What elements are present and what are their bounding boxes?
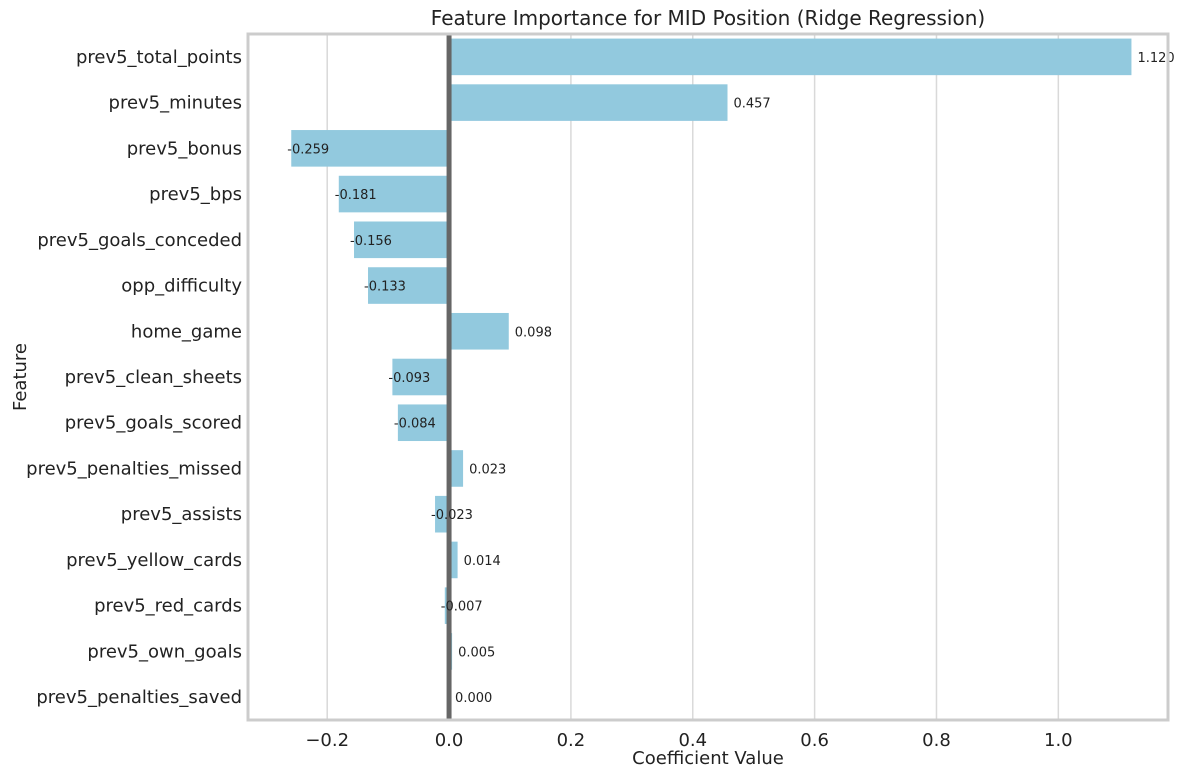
data-label: 0.098: [515, 325, 552, 340]
bar: [291, 130, 450, 167]
bar: [354, 221, 450, 259]
y-tick-label: prev5_goals_conceded: [37, 230, 242, 251]
data-label: 0.000: [455, 691, 492, 706]
x-axis-title: Coefficient Value: [632, 748, 784, 769]
y-tick-layer: prev5_total_points prev5_minutes prev5_bon…: [26, 47, 242, 708]
bar: [449, 312, 509, 350]
data-label: -0.007: [441, 600, 483, 615]
y-tick-label: prev5_bonus: [127, 138, 242, 159]
x-tick-label: 1.0: [1044, 730, 1073, 751]
data-label: -0.084: [394, 417, 436, 432]
bar: [449, 84, 728, 121]
bar: [397, 404, 450, 442]
y-tick-label: prev5_penalties_missed: [26, 458, 242, 479]
y-tick-label: prev5_minutes: [109, 93, 242, 114]
y-tick-label: prev5_clean_sheets: [65, 367, 242, 388]
bar: [392, 358, 450, 396]
y-tick-label: prev5_penalties_saved: [36, 687, 242, 708]
bar: [435, 495, 450, 533]
x-tick-label: 0.2: [557, 730, 586, 751]
bar: [449, 541, 458, 579]
data-label: -0.259: [287, 142, 329, 157]
y-tick-label: prev5_red_cards: [94, 596, 242, 617]
y-tick-label: prev5_yellow_cards: [66, 550, 242, 571]
y-tick-label: prev5_bps: [149, 184, 242, 205]
data-label: -0.093: [388, 371, 430, 386]
x-tick-label: 0.6: [800, 730, 829, 751]
chart-title: Feature Importance for MID Position (Rid…: [431, 6, 985, 30]
x-tick-label: −0.2: [305, 730, 349, 751]
data-label: -0.023: [431, 508, 473, 523]
y-tick-label: opp_difficulty: [121, 276, 242, 297]
data-label: 0.005: [458, 645, 495, 660]
x-tick-label: 0.8: [922, 730, 951, 751]
data-label: 1.120: [1137, 51, 1174, 66]
data-label: -0.133: [364, 280, 406, 295]
x-tick-layer: −0.2 0.0 0.2 0.4 0.6 0.8 1.0: [305, 730, 1072, 751]
y-tick-label: prev5_total_points: [76, 47, 242, 68]
y-tick-label: home_game: [131, 321, 242, 342]
bar: [338, 175, 450, 213]
bar: [368, 267, 450, 304]
bar: [449, 450, 464, 487]
x-tick-label: 0.0: [435, 730, 464, 751]
plot-frame: [246, 32, 1170, 722]
bar: [449, 38, 1132, 76]
data-label: -0.156: [350, 234, 392, 249]
data-label: 0.023: [469, 462, 506, 477]
data-label: 0.457: [733, 97, 770, 112]
y-axis-title: Feature: [10, 343, 31, 411]
y-tick-label: prev5_own_goals: [87, 641, 242, 662]
bar-layer: [291, 38, 1132, 716]
y-tick-label: prev5_assists: [121, 504, 242, 525]
data-label-layer: 1.120 0.457 -0.259 -0.181 -0.156 -0.133 0.098 -…: [287, 51, 1174, 706]
x-tick-label: 0.4: [678, 730, 707, 751]
data-label: 0.014: [464, 554, 501, 569]
data-label: -0.181: [335, 188, 377, 203]
y-tick-label: prev5_goals_scored: [65, 413, 242, 434]
